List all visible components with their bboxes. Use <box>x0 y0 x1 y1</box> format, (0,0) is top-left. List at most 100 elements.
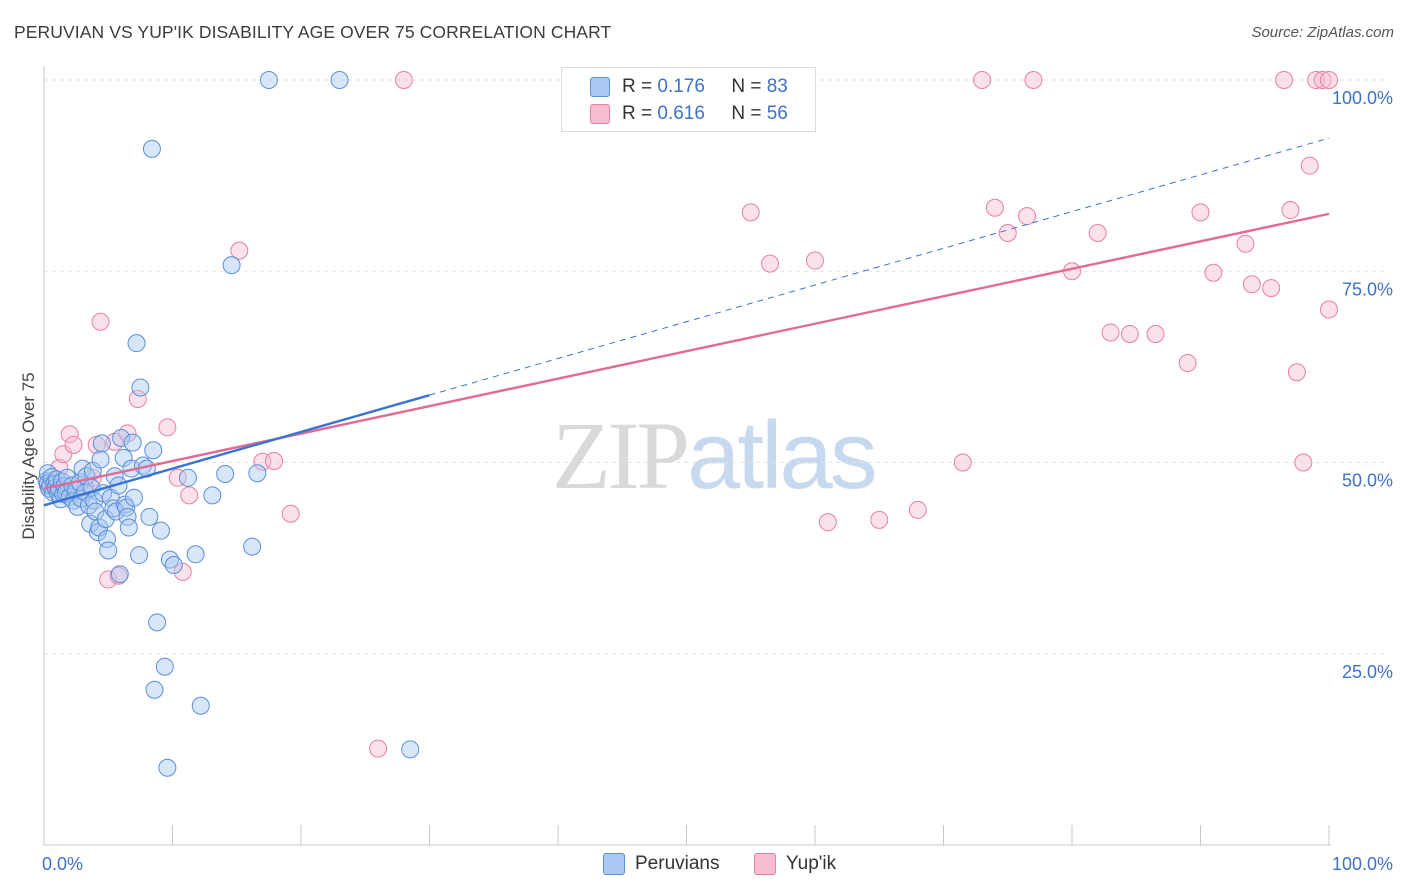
legend-peruvians-stats: R = 0.176 N = 83 <box>622 76 788 98</box>
r-label: R = <box>622 103 653 124</box>
peruvian-point <box>112 429 131 448</box>
yupik-point <box>1294 453 1313 472</box>
peruvian-point <box>222 256 241 275</box>
yupik-point <box>1275 71 1294 89</box>
peruvians-swatch <box>590 77 610 97</box>
yupik-point <box>1242 275 1261 294</box>
yupik-point <box>173 562 192 581</box>
peruvian-point <box>97 530 116 548</box>
yupik-point <box>168 468 187 487</box>
peruvian-point <box>155 657 174 676</box>
yupik-point <box>973 71 992 89</box>
yupik-point <box>1101 323 1120 342</box>
yupik-point <box>54 445 73 464</box>
yupik-point <box>818 513 837 532</box>
yupik-point <box>180 486 199 505</box>
yupik-point <box>1120 324 1139 343</box>
yupik-point <box>91 312 110 331</box>
peruvian-point <box>91 450 110 469</box>
peruvian-points <box>37 71 420 777</box>
yupik-point <box>761 254 780 273</box>
peruvian-point <box>144 441 163 460</box>
y-tick-label: 25.0% <box>1342 662 1393 682</box>
yupik-trend-line <box>43 212 1330 490</box>
axes <box>43 66 1331 846</box>
source-credit: Source: ZipAtlas.com <box>1251 24 1394 41</box>
y-tick-label: 50.0% <box>1342 471 1393 491</box>
yupik-point <box>99 570 118 589</box>
yupik-point <box>281 504 300 523</box>
peruvian-point <box>330 71 349 89</box>
peruvian-point <box>96 510 115 529</box>
yupik-point <box>1024 71 1043 89</box>
peruvian-point <box>148 613 167 632</box>
legend-item-yupik: Yup'ik <box>754 851 836 877</box>
peruvian-point <box>248 464 267 483</box>
chart-title: PERUVIAN VS YUP'IK DISABILITY AGE OVER 7… <box>14 22 612 42</box>
legend-label-yupik: Yup'ik <box>786 853 837 874</box>
peruvian-point <box>259 71 278 89</box>
peruvian-point <box>151 521 170 540</box>
peruvian-point <box>110 565 129 584</box>
yupik-point <box>1191 203 1210 222</box>
yupik-point <box>1204 263 1223 282</box>
peruvian-point <box>131 378 150 397</box>
yupik-point <box>265 451 284 470</box>
yupik-point <box>741 203 760 222</box>
peruvian-point <box>243 537 262 556</box>
x-tick-label-start: 0.0% <box>42 854 83 874</box>
yupik-point <box>1262 279 1281 298</box>
yupik-point <box>1320 300 1338 319</box>
yupik-point <box>394 71 413 89</box>
yupik-point <box>806 251 824 270</box>
n-value: 56 <box>766 103 788 124</box>
legend-label-peruvians: Peruvians <box>635 853 720 874</box>
peruvian-point <box>164 556 183 575</box>
yupik-point <box>118 424 137 443</box>
yupik-point <box>1320 71 1338 89</box>
trend-lines <box>43 137 1330 507</box>
n-label: N = <box>731 76 762 97</box>
peruvian-point <box>178 468 197 487</box>
peruvian-point <box>140 507 159 526</box>
yupik-point <box>1287 363 1306 382</box>
peruvian-point <box>106 502 125 521</box>
peruvian-point <box>114 448 133 467</box>
yupik-point <box>1300 156 1319 175</box>
peruvian-point <box>142 139 161 158</box>
peruvian-point <box>130 546 149 565</box>
peruvians-trend-line <box>43 394 430 507</box>
r-value: 0.616 <box>657 103 705 124</box>
legend-item-peruvians: Peruvians <box>603 851 720 877</box>
r-label: R = <box>622 76 653 97</box>
yupik-point <box>953 453 972 472</box>
r-value: 0.176 <box>657 76 705 97</box>
yupik-point <box>998 224 1017 242</box>
watermark-zip: ZIP <box>552 402 690 509</box>
peruvian-point <box>99 541 118 560</box>
yupik-point <box>128 390 147 409</box>
yupik-swatch <box>590 104 610 124</box>
yupik-point <box>1088 224 1107 242</box>
peruvian-point <box>191 696 210 715</box>
peruvian-point <box>68 497 87 516</box>
yupik-point <box>1307 71 1326 89</box>
yupik-point <box>158 418 177 437</box>
correlation-legend: R = 0.176 N = 83 R = 0.616 N = 56 <box>561 67 816 132</box>
yupik-point <box>1146 324 1165 343</box>
peruvian-point <box>117 498 136 517</box>
yupik-points <box>38 71 1338 758</box>
n-label: N = <box>731 103 762 124</box>
peruvians-trend-extension <box>429 137 1330 396</box>
yupik-point <box>369 739 388 758</box>
yupik-point <box>870 510 889 529</box>
y-tick-label: 100.0% <box>1332 88 1393 108</box>
peruvian-point <box>145 680 164 699</box>
yupik-point <box>1313 71 1332 89</box>
watermark-atlas: atlas <box>687 402 878 509</box>
peruvian-point <box>104 499 123 518</box>
peruvians-swatch <box>603 853 625 875</box>
yupik-point <box>1018 207 1037 226</box>
peruvian-point <box>124 488 143 507</box>
